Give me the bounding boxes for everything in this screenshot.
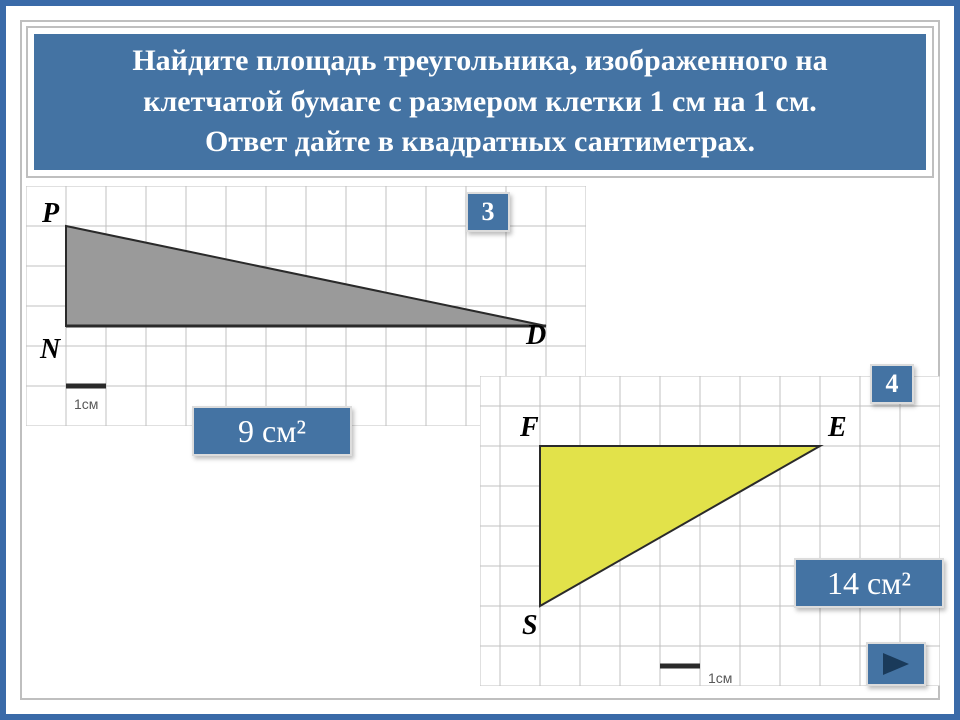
- next-button[interactable]: [866, 642, 926, 686]
- figure2-answer: 14 см²: [794, 558, 944, 608]
- figure2-badge-text: 4: [886, 369, 899, 399]
- figure2-label-S: S: [522, 610, 538, 642]
- title-panel: Найдите площадь треугольника, изображенн…: [34, 34, 926, 170]
- figure2-label-E: E: [828, 412, 847, 444]
- figure2-badge: 4: [870, 364, 914, 404]
- figure1-label-P: P: [42, 198, 59, 230]
- slide-outer-frame: Найдите площадь треугольника, изображенн…: [0, 0, 960, 720]
- title-line3: Ответ дайте в квадратных сантиметрах.: [205, 125, 755, 158]
- title-line1: Найдите площадь треугольника, изображенн…: [132, 44, 827, 77]
- figure2-grid: [480, 376, 940, 686]
- figure1-badge-text: 3: [482, 197, 495, 227]
- figure1-badge: 3: [466, 192, 510, 232]
- figure1-scale-label: 1см: [74, 396, 98, 412]
- figure1-label-D: D: [526, 320, 546, 352]
- figure2-scale-label: 1см: [708, 670, 732, 686]
- title-text: Найдите площадь треугольника, изображенн…: [132, 41, 827, 163]
- figure1-answer-text: 9 см²: [238, 413, 306, 450]
- figure2-label-F: F: [520, 412, 539, 444]
- figure2-answer-text: 14 см²: [827, 565, 911, 602]
- title-line2: клетчатой бумаге с размером клетки 1 см …: [143, 85, 817, 118]
- figure1-answer: 9 см²: [192, 406, 352, 456]
- play-icon: [881, 651, 911, 677]
- figure1-label-N: N: [40, 334, 60, 366]
- title-box-border: Найдите площадь треугольника, изображенн…: [26, 26, 934, 178]
